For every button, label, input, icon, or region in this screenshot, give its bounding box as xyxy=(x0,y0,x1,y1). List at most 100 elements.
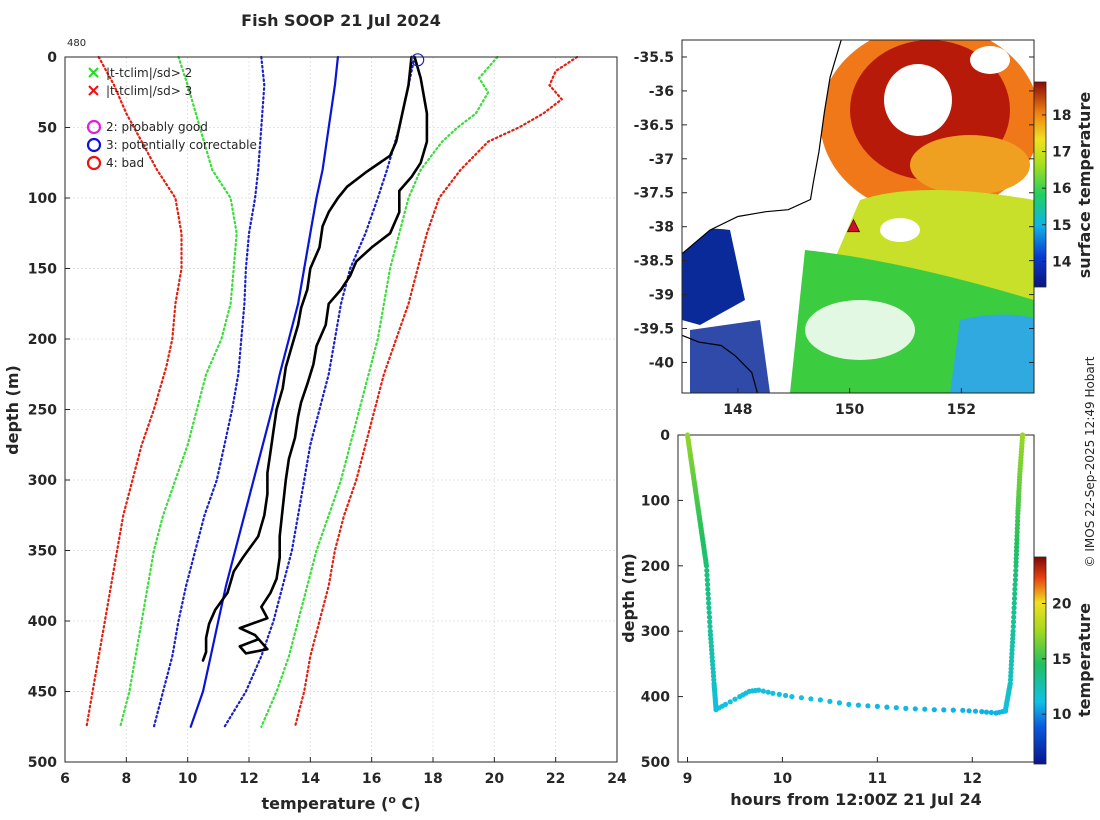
track-point xyxy=(827,698,833,705)
track-point xyxy=(706,614,713,620)
sst-colorbar-ticks: 14 15 16 17 18 xyxy=(1042,108,1072,270)
track-point xyxy=(1008,662,1014,668)
track-point xyxy=(722,701,729,708)
map-y-tick-label: -35.5 xyxy=(634,50,674,66)
track-y-tick-label: 300 xyxy=(641,624,670,640)
map-y-tick-label: -37.5 xyxy=(634,186,674,202)
track-point xyxy=(1010,623,1016,630)
track-point xyxy=(765,689,771,695)
track-point xyxy=(1015,518,1021,524)
track-point xyxy=(709,654,715,661)
x-tick-label: 6 xyxy=(60,771,70,787)
temp-cb-tick-label: 20 xyxy=(1052,596,1072,612)
legend-label: |t-tclim|/sd> 3 xyxy=(106,84,192,98)
track-point xyxy=(705,595,712,602)
legend: |t-tclim|/sd> 2 |t-tclim|/sd> 3 2: probabl… xyxy=(86,66,257,171)
track-point xyxy=(950,707,956,713)
track-point xyxy=(1008,673,1014,679)
sst-cool-patch xyxy=(950,314,1034,393)
track-point xyxy=(855,702,862,708)
series-mean-3-sd xyxy=(85,55,183,728)
track-point xyxy=(708,643,715,649)
temp-cb-tick-label: 10 xyxy=(1052,707,1072,723)
track-point xyxy=(1009,639,1016,646)
track-point xyxy=(770,690,776,696)
track-y-tick-label: 100 xyxy=(641,493,670,509)
ship-position-marker xyxy=(846,218,861,233)
profile-grid xyxy=(64,56,618,763)
track-point xyxy=(704,577,710,583)
track-point xyxy=(846,701,852,708)
track-point xyxy=(960,707,966,713)
cloud-patch xyxy=(805,300,915,360)
track-point xyxy=(1015,514,1021,520)
track-point xyxy=(1013,567,1019,574)
track-x-tick-label: 12 xyxy=(963,771,982,787)
map-y-tick-label: -38.5 xyxy=(634,254,674,270)
copyright-label: © IMOS 22-Sep-2025 12:49 Hobart xyxy=(1083,356,1097,567)
legend-circle-marker xyxy=(86,137,102,153)
track-point xyxy=(704,567,710,574)
track-point xyxy=(706,609,712,616)
temp-cb-tick-label: 15 xyxy=(1052,652,1071,668)
temp-colorbar-ticks: 10 15 20 xyxy=(1042,596,1072,723)
y-tick-label: 500 xyxy=(28,755,57,771)
track-point xyxy=(760,688,767,694)
coastline xyxy=(682,40,842,255)
series-ascent xyxy=(238,55,429,655)
track-point xyxy=(756,687,762,693)
track-y-tick-label: 500 xyxy=(641,755,670,771)
track-point xyxy=(707,619,713,625)
track-xlabel: hours from 12:00Z 21 Jul 24 xyxy=(730,790,981,809)
x-tick-label: 14 xyxy=(301,771,321,787)
track-point xyxy=(706,600,712,606)
qc-flag-marker xyxy=(411,53,425,67)
track-point xyxy=(1008,666,1014,672)
series-mean-3-sd xyxy=(293,55,579,728)
track-point xyxy=(1010,636,1016,642)
map-y-tick-label: -38 xyxy=(649,220,674,236)
track-point xyxy=(703,563,710,569)
track-point xyxy=(1009,647,1015,653)
legend-label: 2: probably good xyxy=(106,120,208,134)
track-point xyxy=(710,662,716,668)
map-y-tick-label: -37 xyxy=(649,152,674,168)
track-point xyxy=(1009,651,1015,657)
track-point xyxy=(1008,658,1015,664)
sst-orange-band xyxy=(910,135,1030,195)
sst-cold-patch xyxy=(690,320,770,393)
xlabel-superscript: o xyxy=(388,793,396,806)
track-point xyxy=(1013,552,1020,558)
track-point xyxy=(1010,619,1017,625)
sst-colorbar xyxy=(1033,81,1047,288)
track-point xyxy=(1010,628,1016,634)
track-point xyxy=(1012,577,1019,583)
track-y-tick-label: 400 xyxy=(641,690,670,706)
cloud-patch xyxy=(880,218,920,242)
map-x-tick-label: 150 xyxy=(835,402,864,418)
track-point xyxy=(1014,525,1020,532)
track-point xyxy=(1012,591,1018,597)
y-tick-label: 300 xyxy=(28,473,57,489)
track-point xyxy=(1009,643,1015,649)
track-point xyxy=(836,700,843,706)
map-panel: 148 150 152 -35.5 -36 -36.5 -37 -37.5 -38 -38.5 -3… xyxy=(634,39,1094,418)
map-x-tick-label: 152 xyxy=(947,402,976,418)
track-point xyxy=(1011,609,1017,616)
track-point xyxy=(789,694,795,700)
profile-xlabel: temperature (o C) xyxy=(261,793,420,813)
track-x-tick-label: 10 xyxy=(773,771,793,787)
track-point xyxy=(1013,572,1019,578)
island-coastline xyxy=(682,334,758,393)
track-point xyxy=(1011,595,1018,602)
track-point xyxy=(988,709,994,716)
track-point xyxy=(972,708,979,714)
track-point xyxy=(1013,548,1020,554)
y-tick-label: 450 xyxy=(28,685,57,701)
track-point xyxy=(1013,563,1019,569)
legend-label: 3: potentially correctable xyxy=(106,138,257,152)
series-climatology-mean xyxy=(189,55,339,728)
map-y-tick-label: -36.5 xyxy=(634,118,674,134)
track-point xyxy=(903,705,909,712)
cloud-patch xyxy=(884,64,952,136)
